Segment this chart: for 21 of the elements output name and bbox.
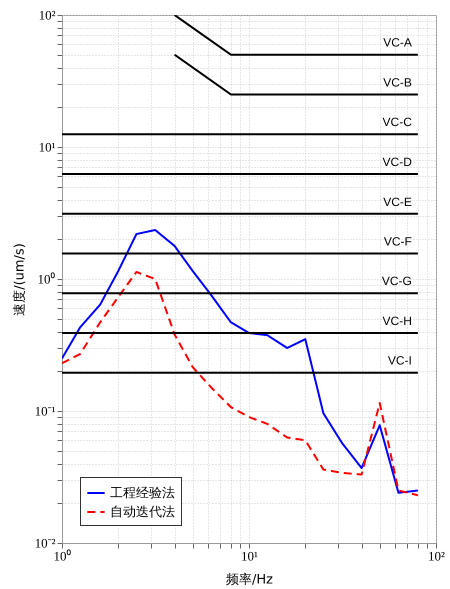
series-label: VC-D (382, 154, 412, 169)
x-tick-label: 10¹ (241, 548, 258, 564)
y-tick-label: 10² (38, 8, 56, 22)
legend-label: 自动迭代法 (110, 505, 175, 520)
y-tick-label: 10¹ (38, 140, 56, 154)
series-label: VC-E (383, 194, 412, 209)
y-tick-label: 10⁰ (38, 272, 56, 286)
series-label: VC-G (382, 274, 412, 288)
series-label: VC-H (382, 314, 412, 328)
series-label: VC-A (383, 36, 412, 50)
x-axis-title: 频率/Hz (226, 572, 274, 588)
series-label: VC-I (388, 354, 412, 368)
x-tick-label: 10² (428, 548, 446, 564)
series-label: VC-C (382, 115, 412, 130)
y-tick-label: 10⁻¹ (34, 404, 56, 418)
y-tick-label: 10⁻² (34, 536, 56, 550)
series-label: VC-F (384, 234, 412, 249)
series-label: VC-B (383, 75, 412, 90)
legend-label: 工程经验法 (110, 486, 175, 501)
x-tick-label: 10⁰ (54, 548, 72, 564)
y-axis-title: 速度/(um/s) (12, 243, 28, 316)
